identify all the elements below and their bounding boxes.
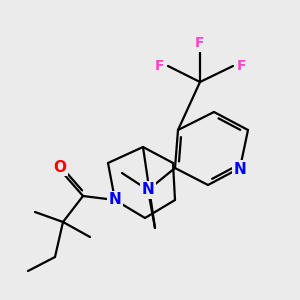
Text: F: F xyxy=(155,59,165,73)
Text: N: N xyxy=(142,182,154,197)
Text: F: F xyxy=(236,59,246,73)
Text: F: F xyxy=(195,36,205,50)
Text: N: N xyxy=(234,161,246,176)
Text: N: N xyxy=(109,193,122,208)
Text: O: O xyxy=(53,160,67,175)
